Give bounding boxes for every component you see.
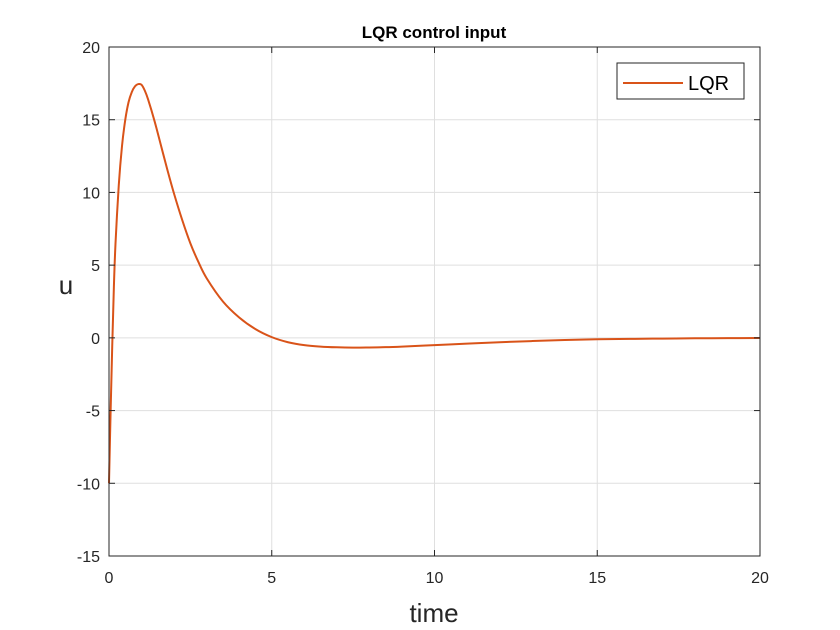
x-axis-label: time <box>409 598 458 628</box>
tick-marks <box>108 46 761 557</box>
x-tick-label: 0 <box>105 570 114 587</box>
y-tick-label: 20 <box>82 40 100 57</box>
legend-box <box>616 62 745 100</box>
y-tick-label: -15 <box>77 549 100 566</box>
y-tick-label: 5 <box>91 258 100 275</box>
x-tick-label: 20 <box>751 570 769 587</box>
chart-title: LQR control input <box>362 23 507 42</box>
x-tick-label: 10 <box>426 570 444 587</box>
legend: LQR <box>616 62 745 100</box>
y-tick-label: 15 <box>82 113 100 130</box>
y-tick-label: 10 <box>82 185 100 202</box>
series-group <box>108 82 761 484</box>
x-tick-label: 5 <box>267 570 276 587</box>
tick-labels: 0 5 10 15 20 -15 -10 -5 0 5 10 15 20 <box>77 40 769 587</box>
series-line-lqr <box>108 82 761 484</box>
y-axis-label: u <box>59 270 73 300</box>
y-tick-label: -5 <box>86 404 100 421</box>
y-tick-label: 0 <box>91 331 100 348</box>
y-tick-label: -10 <box>77 476 100 493</box>
legend-label-lqr: LQR <box>688 73 729 95</box>
grid-lines <box>108 46 761 557</box>
x-tick-label: 15 <box>588 570 606 587</box>
